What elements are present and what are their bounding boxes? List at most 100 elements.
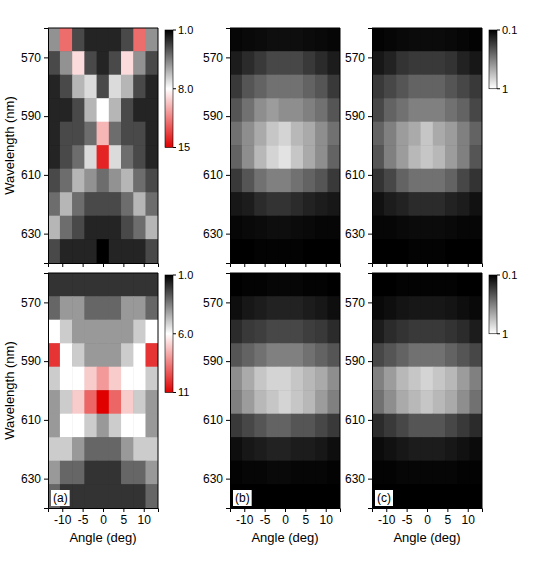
heatmap-cell xyxy=(303,343,316,367)
heatmap-cell xyxy=(72,367,85,391)
heatmap-cell xyxy=(109,414,122,438)
heatmap-cell xyxy=(327,484,340,508)
heatmap-cell xyxy=(72,75,85,99)
heatmap-cell xyxy=(303,28,316,52)
y-tick: 570 xyxy=(345,296,372,310)
heatmap-cell xyxy=(408,145,421,169)
y-tick: 590 xyxy=(345,354,372,368)
heatmap-cell xyxy=(242,169,255,193)
heatmap-cell xyxy=(384,273,397,297)
heatmap-cell xyxy=(145,75,158,99)
heatmap-cell xyxy=(60,75,73,99)
heatmap-cell xyxy=(421,239,434,263)
heatmap-cell xyxy=(421,367,434,391)
y-tick: 590 xyxy=(21,109,48,123)
heatmap-cell xyxy=(48,343,61,367)
heatmap-cell xyxy=(421,98,434,122)
y-tick-mark xyxy=(226,420,230,421)
heatmap-cell xyxy=(457,461,470,485)
heatmap-cell xyxy=(60,414,73,438)
heatmap-cell xyxy=(84,51,97,75)
heatmap-cell xyxy=(230,122,243,146)
heatmap-cell xyxy=(291,273,304,297)
heatmap-cell xyxy=(84,484,97,508)
heatmap-cell xyxy=(433,98,446,122)
heatmap-cell xyxy=(84,75,97,99)
y-tick-mark xyxy=(226,175,230,176)
heatmap-cell xyxy=(72,296,85,320)
colorbar-tick-label: 0.1 xyxy=(502,24,517,36)
heatmap-cell xyxy=(72,343,85,367)
heatmap-cell xyxy=(291,367,304,391)
colorbar-tick xyxy=(497,275,500,276)
heatmap-cell xyxy=(421,192,434,216)
heatmap-cell xyxy=(60,390,73,414)
y-tick-mark xyxy=(44,116,48,117)
heatmap-cell xyxy=(254,320,267,344)
colorbar: 1.06.011 xyxy=(165,269,193,399)
heatmap-cell xyxy=(303,414,316,438)
heatmap-cell xyxy=(327,320,340,344)
heatmap-cell xyxy=(109,367,122,391)
heatmap-cell xyxy=(303,484,316,508)
heatmap-cell xyxy=(72,98,85,122)
heatmap-cell xyxy=(315,145,328,169)
heatmap-cell xyxy=(145,273,158,297)
heatmap-cell xyxy=(84,414,97,438)
heatmap-cell xyxy=(396,273,409,297)
heatmap-cell xyxy=(48,98,61,122)
heatmap-cell xyxy=(109,461,122,485)
heatmap-cell xyxy=(254,75,267,99)
heatmap-cell xyxy=(421,273,434,297)
heatmap-cell xyxy=(72,239,85,263)
heatmap-cell xyxy=(433,343,446,367)
x-tick-mark xyxy=(447,263,448,267)
heatmap-cell xyxy=(408,437,421,461)
heatmap-cell xyxy=(372,192,385,216)
colorbar-tick xyxy=(497,30,500,31)
heatmap-cell xyxy=(60,192,73,216)
x-tick-label: 0 xyxy=(282,513,289,527)
heatmap-cell xyxy=(303,51,316,75)
x-tick: -5 xyxy=(402,508,413,527)
heatmap-cell xyxy=(457,296,470,320)
x-tick-mark xyxy=(144,508,145,512)
heatmap-cell xyxy=(315,75,328,99)
plot-frame xyxy=(48,28,158,263)
heatmap-cell xyxy=(242,51,255,75)
heatmap-cell xyxy=(242,28,255,52)
heatmap-cell xyxy=(469,320,482,344)
heatmap-cell xyxy=(84,192,97,216)
heatmap-cell xyxy=(315,169,328,193)
heatmap-cell xyxy=(315,296,328,320)
heatmap-cell xyxy=(396,296,409,320)
heatmap-cell xyxy=(421,414,434,438)
heatmap-cell xyxy=(396,367,409,391)
heatmap-cell xyxy=(279,98,292,122)
heatmap-cell xyxy=(396,239,409,263)
heatmap-cell xyxy=(327,367,340,391)
heatmap-cell xyxy=(84,461,97,485)
heatmap-cell xyxy=(72,320,85,344)
heatmap-cell xyxy=(396,28,409,52)
y-tick-label: 610 xyxy=(203,413,223,427)
heatmap-cell xyxy=(469,367,482,391)
heatmap-cell xyxy=(230,367,243,391)
heatmap-cell xyxy=(60,239,73,263)
heatmap-cell xyxy=(291,484,304,508)
heatmap-cell xyxy=(133,169,146,193)
heatmap-cell xyxy=(372,169,385,193)
heatmap-cell xyxy=(266,28,279,52)
x-tick: -10 xyxy=(54,508,72,527)
heatmap-cell xyxy=(121,437,134,461)
heatmap-cell xyxy=(60,145,73,169)
colorbar-tick xyxy=(173,392,176,393)
colorbar-tick xyxy=(173,333,176,334)
y-tick-mark xyxy=(368,175,372,176)
heatmap-cell xyxy=(372,122,385,146)
heatmap-cell xyxy=(445,343,458,367)
y-tick: 630 xyxy=(345,472,372,486)
heatmap-cell xyxy=(145,320,158,344)
heatmap-cell xyxy=(445,461,458,485)
colorbar-gradient xyxy=(165,275,173,393)
